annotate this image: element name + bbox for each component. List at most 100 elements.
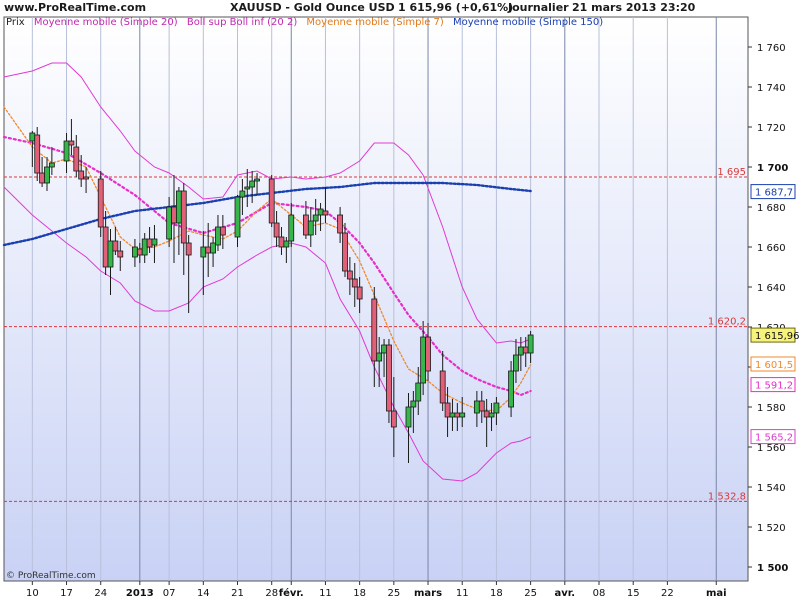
candle-body-57 [415, 382, 422, 402]
x-tick-label-15: 25 [524, 588, 537, 599]
candle-body-36 [273, 222, 280, 238]
candle-body-46 [342, 232, 348, 272]
candle-body-29 [219, 226, 226, 236]
y-tick-label-2: 1 720 [757, 123, 786, 134]
candle-body-56 [410, 400, 417, 408]
candle-body-47 [346, 270, 353, 280]
datetime-label: 21 mars 2013 23:20 [572, 1, 696, 14]
y-tick-label-0: 1 760 [757, 43, 786, 54]
x-tick-label-7: 28 [265, 588, 278, 599]
candle-body-3 [44, 166, 50, 184]
candle-body-72 [517, 346, 524, 356]
x-tick-label-9: 11 [319, 588, 332, 599]
price-tag-box-4 [750, 429, 796, 445]
x-axis: 10 17 24 2013 07 14 21 28 févr. 11 18 25 mars 11 18 25 a… [26, 581, 727, 599]
candle-body-63 [454, 412, 461, 418]
candle-body-51 [376, 352, 383, 362]
candle-body-55 [405, 406, 412, 428]
y-tick-label-13: 1 500 [757, 563, 788, 574]
candle-body-9 [83, 176, 89, 180]
candle-body-71 [513, 354, 519, 372]
candle-body-22 [175, 190, 182, 224]
candle-body-7 [73, 146, 80, 172]
legend-sma20: Moyenne mobile (Simple 20) [33, 17, 178, 28]
candle-body-24 [185, 242, 192, 256]
x-tick-label-0: 10 [26, 588, 39, 599]
period-label: Journalier [508, 1, 569, 14]
price-tag-box-0 [750, 184, 796, 200]
site-label[interactable]: www.ProRealTime.com [4, 1, 147, 14]
x-tick-label-2: 24 [94, 588, 107, 599]
candle-body-17 [141, 238, 148, 256]
x-tick-label-6: 21 [231, 588, 244, 599]
candle-body-33 [249, 180, 256, 188]
candle-body-19 [151, 238, 158, 246]
legend-boll: Boll sup Boll inf (20 2) [186, 17, 298, 28]
candle-body-62 [449, 412, 456, 418]
candle-body-38 [283, 240, 290, 248]
price-tag-label-1: 1 615,96 [755, 331, 800, 342]
legend-sma7: Moyenne mobile (Simple 7) [306, 17, 444, 28]
price-tags: 1 687,7 1 615,96 1 601,5 1 591,2 1 565,2 [750, 184, 800, 445]
candle-body-2 [39, 172, 46, 184]
candle-body-41 [307, 220, 314, 236]
candle-body-39 [288, 214, 295, 242]
y-tick-label-4: 1 680 [757, 203, 786, 214]
candle-body-48 [351, 278, 358, 288]
y-tick-label-10: 1 560 [757, 443, 786, 454]
candle-body-73 [522, 346, 529, 354]
candle-body-58 [420, 336, 427, 384]
candle-body-23 [180, 190, 187, 244]
candles[interactable] [29, 119, 534, 463]
x-tick-label-3: 2013 [126, 588, 154, 599]
x-tick-label-12: mars [414, 588, 442, 599]
y-tick-label-1: 1 740 [757, 83, 786, 94]
candle-body-11 [102, 226, 109, 268]
series-line-3 [3, 106, 532, 412]
x-tick-label-11: 25 [387, 588, 400, 599]
candle-body-34 [254, 178, 260, 182]
candle-body-4 [48, 162, 55, 168]
candle-body-45 [337, 214, 343, 234]
candle-body-61 [444, 402, 451, 418]
candle-body-21 [171, 206, 177, 224]
candle-body-69 [493, 402, 500, 414]
x-tick-label-5: 14 [197, 588, 210, 599]
candle-body-35 [268, 178, 275, 224]
x-tick-label-20: mai [706, 588, 727, 599]
candle-body-27 [210, 242, 216, 254]
candle-body-64 [459, 412, 466, 418]
y-tick-label-11: 1 540 [757, 483, 786, 494]
candle-body-54 [390, 410, 397, 428]
quote-label: 1 615,96 (+0,61%) [398, 1, 514, 14]
series-line-0 [2, 135, 532, 397]
y-tick-label-12: 1 520 [757, 523, 786, 534]
vertical-gridlines [31, 17, 717, 581]
candle-body-0 [29, 132, 36, 142]
x-tick-label-18: 15 [627, 588, 640, 599]
candle-body-49 [356, 286, 363, 300]
candle-body-66 [478, 400, 485, 412]
x-tick-label-10: 18 [353, 588, 366, 599]
legend-sma150: Moyenne mobile (Simple 150) [453, 17, 604, 28]
candle-body-8 [78, 170, 85, 180]
candle-body-13 [112, 240, 119, 252]
y-tick-label-3: 1 700 [757, 163, 788, 174]
x-tick-label-13: 11 [456, 588, 469, 599]
candle-body-40 [302, 214, 309, 236]
candle-body-44 [322, 210, 329, 216]
instrument-label: XAUUSD - Gold Ounce USD [230, 1, 395, 14]
candle-body-52 [381, 344, 387, 354]
legend-prix: Prix [6, 17, 25, 28]
x-tick-label-16: avr. [555, 588, 576, 599]
price-tag-box-2 [750, 356, 796, 372]
candle-body-37 [278, 236, 285, 248]
y-tick-label-9: 1 580 [757, 403, 786, 414]
candle-body-42 [312, 214, 319, 222]
candle-body-5 [63, 140, 70, 162]
candle-body-12 [107, 240, 114, 268]
legend: Prix Moyenne mobile (Simple 20) Boll sup… [6, 17, 609, 30]
candle-body-59 [425, 336, 431, 372]
